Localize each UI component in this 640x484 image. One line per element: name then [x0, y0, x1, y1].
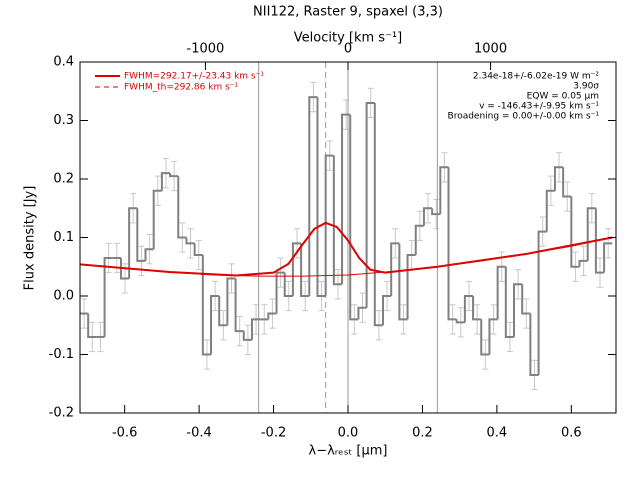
bar	[504, 266, 515, 338]
bar	[455, 319, 465, 324]
bar	[545, 189, 555, 232]
bar	[357, 306, 367, 320]
x-tick-label: 0.2	[412, 426, 433, 441]
bar	[210, 295, 220, 355]
bar	[234, 278, 244, 333]
bar	[291, 242, 302, 296]
x2-tick-label: -1000	[187, 42, 225, 57]
bar	[185, 237, 195, 245]
bar	[308, 96, 318, 296]
bar	[160, 172, 171, 191]
bar	[562, 167, 572, 198]
bar	[594, 208, 605, 274]
bar	[414, 224, 424, 256]
bar	[521, 284, 531, 315]
bar	[136, 208, 146, 262]
bar	[300, 243, 310, 297]
bar	[398, 243, 408, 321]
bar	[439, 166, 449, 215]
bar	[472, 296, 482, 321]
bar	[283, 272, 293, 297]
annotation: 3.90σ	[573, 82, 599, 92]
legend-label: FWHM_th=292.86 km s⁻¹	[124, 83, 239, 93]
bar	[381, 295, 392, 326]
bar	[570, 196, 580, 268]
bar	[316, 97, 326, 297]
fit-line	[79, 221, 613, 277]
bar	[496, 265, 506, 320]
legend-label: FWHM=292.17+/-23.43 km s⁻¹	[124, 72, 264, 82]
bar	[390, 242, 400, 296]
bar	[218, 296, 228, 327]
y-tick-label: -0.2	[49, 406, 74, 421]
x-tick-label: -0.6	[112, 426, 137, 441]
y-tick-label: 0.3	[53, 113, 74, 128]
bar	[365, 101, 375, 308]
annotation: Broadening = 0.00+/-0.00 km s⁻¹	[448, 112, 600, 122]
bar	[242, 331, 252, 341]
bar	[169, 173, 179, 178]
bar	[373, 102, 383, 327]
bar	[529, 313, 539, 376]
bar	[603, 242, 613, 273]
y-tick-label: 0.2	[53, 172, 74, 187]
x-axis-label: λ−λᵣₑₛₜ [μm]	[309, 444, 388, 459]
bar	[422, 207, 433, 226]
bar	[553, 166, 564, 191]
bar	[447, 167, 457, 321]
bar	[488, 318, 498, 355]
bar	[586, 207, 596, 261]
x2-tick-label: 1000	[474, 42, 507, 57]
annotation: 2.34e-18+/-6.02e-19 W m⁻²	[473, 72, 600, 82]
bar	[267, 312, 277, 320]
bar	[537, 230, 547, 375]
y-tick-label: 0.1	[53, 230, 74, 245]
x-tick-label: 0.6	[561, 426, 582, 441]
bar	[119, 257, 130, 280]
bar	[275, 271, 285, 314]
bar	[103, 256, 113, 337]
y-tick-label: 0.4	[53, 55, 74, 70]
x-tick-label: 0.4	[487, 426, 508, 441]
bar	[201, 255, 212, 356]
bar	[578, 259, 588, 267]
bar	[463, 295, 474, 323]
bar	[324, 154, 334, 296]
bar	[349, 114, 359, 321]
x2-axis-label: Velocity [km s⁻¹]	[294, 31, 402, 46]
annotation: EQW = 0.05 μm	[527, 92, 599, 102]
bar	[177, 176, 187, 239]
bar	[87, 313, 97, 338]
x2-tick-label: 0	[344, 42, 352, 57]
bar	[193, 243, 203, 257]
x-tick-label: 0.0	[338, 426, 359, 441]
bar	[144, 248, 154, 261]
y-axis-label: Flux density [Jy]	[23, 186, 38, 291]
bar	[513, 283, 523, 337]
bar	[250, 318, 261, 340]
bar	[406, 254, 416, 320]
bar	[226, 277, 236, 326]
bar	[152, 189, 162, 250]
bar	[332, 155, 343, 286]
annotation: v = -146.43+/-9.95 km s⁻¹	[479, 102, 599, 112]
x-tick-label: -0.2	[261, 426, 286, 441]
bar	[128, 207, 138, 279]
bar	[431, 208, 441, 216]
y-tick-label: 0.0	[53, 289, 74, 304]
chart-title: NII122, Raster 9, spaxel (3,3)	[253, 5, 443, 20]
y-tick-label: -0.1	[49, 347, 74, 362]
x-tick-label: -0.4	[186, 426, 211, 441]
bar	[341, 113, 351, 285]
bar	[480, 319, 490, 356]
